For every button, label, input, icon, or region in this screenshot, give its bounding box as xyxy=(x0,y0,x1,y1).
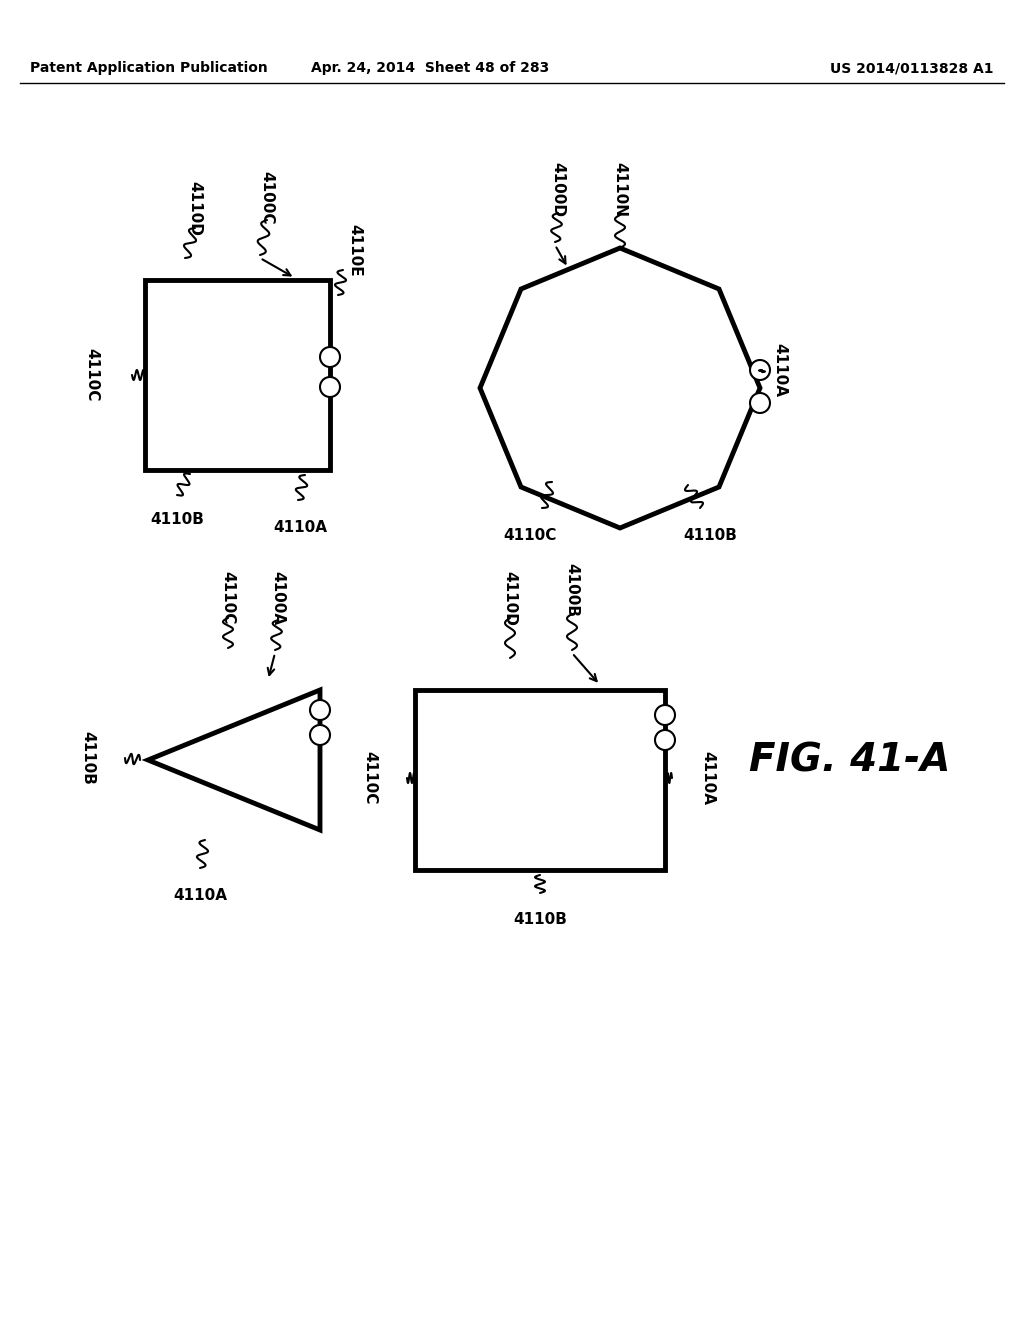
Circle shape xyxy=(655,730,675,750)
Bar xyxy=(145,280,330,470)
Circle shape xyxy=(319,347,340,367)
Text: 4110B: 4110B xyxy=(81,731,95,785)
Text: 4110C: 4110C xyxy=(85,348,99,401)
Text: 4100C: 4100C xyxy=(259,172,274,224)
Text: 4110E: 4110E xyxy=(347,223,362,276)
Text: 4110B: 4110B xyxy=(683,528,737,543)
Text: 4110A: 4110A xyxy=(772,343,787,397)
Circle shape xyxy=(319,378,340,397)
Bar xyxy=(415,690,665,870)
Text: 4110C: 4110C xyxy=(504,528,557,543)
Text: 4110A: 4110A xyxy=(173,887,227,903)
Text: 4110A: 4110A xyxy=(700,751,716,805)
Circle shape xyxy=(750,360,770,380)
Text: US 2014/0113828 A1: US 2014/0113828 A1 xyxy=(830,61,994,75)
Circle shape xyxy=(310,700,330,719)
Polygon shape xyxy=(148,690,319,830)
Text: 4110C: 4110C xyxy=(362,751,378,805)
Text: 4110B: 4110B xyxy=(513,912,567,928)
Text: 4100A: 4100A xyxy=(270,572,286,626)
Circle shape xyxy=(750,393,770,413)
Circle shape xyxy=(310,725,330,744)
Text: Patent Application Publication: Patent Application Publication xyxy=(30,61,267,75)
Text: FIG. 41-A: FIG. 41-A xyxy=(750,741,950,779)
Text: 4110D: 4110D xyxy=(503,570,517,626)
Text: 4100B: 4100B xyxy=(564,564,580,616)
Text: 4110B: 4110B xyxy=(151,512,204,528)
Text: 4110D: 4110D xyxy=(187,181,203,235)
Text: 4110C: 4110C xyxy=(220,572,236,624)
Text: 4100D: 4100D xyxy=(551,162,565,218)
Text: 4110A: 4110A xyxy=(273,520,327,536)
Circle shape xyxy=(655,705,675,725)
Polygon shape xyxy=(480,248,760,528)
Text: Apr. 24, 2014  Sheet 48 of 283: Apr. 24, 2014 Sheet 48 of 283 xyxy=(311,61,549,75)
Text: 4110N: 4110N xyxy=(612,162,628,218)
